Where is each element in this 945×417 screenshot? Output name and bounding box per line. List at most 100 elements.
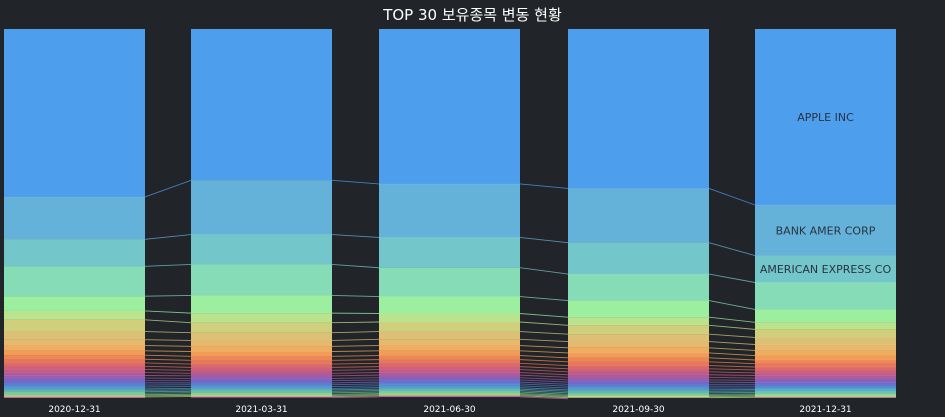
bar-segment[interactable] [4, 396, 145, 398]
bar-segment[interactable] [755, 29, 896, 206]
bar-segment[interactable] [191, 370, 332, 374]
bar-segment[interactable] [191, 391, 332, 393]
bar-segment[interactable] [379, 29, 520, 184]
bar-segment[interactable] [4, 331, 145, 340]
bar-segment[interactable] [755, 363, 896, 367]
bar-segment[interactable] [4, 355, 145, 360]
bar-segment[interactable] [4, 319, 145, 332]
bar-segment[interactable] [379, 395, 520, 397]
bar-segment[interactable] [568, 347, 709, 353]
bar-segment[interactable] [191, 332, 332, 341]
bar-segment[interactable] [755, 369, 896, 373]
bar-segment[interactable] [379, 389, 520, 391]
bar-segment[interactable] [568, 300, 709, 318]
bar-segment[interactable] [755, 350, 896, 356]
bar-segment[interactable] [191, 180, 332, 235]
bar-segment[interactable] [755, 388, 896, 390]
bar-segment[interactable] [755, 386, 896, 389]
bar-segment[interactable] [568, 365, 709, 369]
bar-segment[interactable] [755, 337, 896, 345]
bar-segment[interactable] [568, 325, 709, 335]
bar-segment[interactable] [568, 242, 709, 275]
bar-segment[interactable] [4, 359, 145, 363]
bar-segment[interactable] [568, 274, 709, 301]
bar-segment[interactable] [568, 386, 709, 389]
bar-segment[interactable] [191, 264, 332, 296]
bar-segment[interactable] [568, 379, 709, 383]
bar-segment[interactable] [4, 366, 145, 370]
bar-segment[interactable] [755, 359, 896, 364]
bar-segment[interactable] [4, 378, 145, 381]
bar-segment[interactable] [379, 387, 520, 390]
bar-segment[interactable] [4, 296, 145, 311]
bar-segment[interactable] [755, 375, 896, 379]
bar-segment[interactable] [379, 359, 520, 364]
bar-segment[interactable] [379, 390, 520, 393]
bar-segment[interactable] [379, 394, 520, 396]
bar-segment[interactable] [191, 351, 332, 357]
bar-segment[interactable] [191, 394, 332, 396]
bar-segment[interactable] [568, 388, 709, 390]
bar-segment[interactable] [379, 267, 520, 297]
bar-segment[interactable] [191, 375, 332, 379]
bar-segment[interactable] [4, 391, 145, 394]
bar-segment[interactable] [568, 361, 709, 366]
bar-segment[interactable] [568, 352, 709, 358]
bar-segment[interactable] [191, 295, 332, 314]
bar-segment[interactable] [568, 317, 709, 326]
bar-segment[interactable] [568, 357, 709, 362]
bar-segment[interactable] [191, 373, 332, 376]
bar-segment[interactable] [4, 394, 145, 396]
bar-segment[interactable] [379, 369, 520, 373]
bar-segment[interactable] [191, 392, 332, 395]
bar-segment[interactable] [568, 371, 709, 375]
bar-segment[interactable] [379, 363, 520, 367]
bar-segment[interactable] [379, 393, 520, 395]
bar-segment[interactable] [755, 205, 896, 256]
bar-segment[interactable] [568, 394, 709, 396]
bar-segment[interactable] [379, 237, 520, 268]
bar-segment[interactable] [755, 355, 896, 360]
bar-segment[interactable] [191, 378, 332, 381]
bar-segment[interactable] [755, 393, 896, 396]
bar-segment[interactable] [379, 350, 520, 356]
bar-segment[interactable] [191, 340, 332, 347]
bar-segment[interactable] [191, 389, 332, 392]
bar-segment[interactable] [568, 334, 709, 342]
bar-segment[interactable] [379, 383, 520, 386]
bar-segment[interactable] [379, 377, 520, 380]
bar-segment[interactable] [755, 384, 896, 387]
bar-segment[interactable] [568, 382, 709, 385]
bar-segment[interactable] [191, 367, 332, 371]
bar-segment[interactable] [568, 392, 709, 395]
bar-segment[interactable] [568, 377, 709, 380]
bar-segment[interactable] [191, 386, 332, 389]
bar-segment[interactable] [755, 378, 896, 381]
bar-segment[interactable] [191, 29, 332, 181]
bar-segment[interactable] [379, 385, 520, 388]
bar-segment[interactable] [191, 313, 332, 323]
bar-segment[interactable] [755, 396, 896, 398]
bar-segment[interactable] [4, 266, 145, 297]
bar-segment[interactable] [4, 345, 145, 351]
bar-segment[interactable] [568, 29, 709, 189]
bar-segment[interactable] [755, 372, 896, 376]
bar-segment[interactable] [568, 188, 709, 243]
bar-segment[interactable] [4, 339, 145, 346]
bar-segment[interactable] [4, 239, 145, 267]
bar-segment[interactable] [191, 364, 332, 368]
bar-segment[interactable] [379, 321, 520, 332]
bar-segment[interactable] [379, 355, 520, 360]
bar-segment[interactable] [4, 362, 145, 367]
bar-segment[interactable] [755, 380, 896, 383]
bar-segment[interactable] [191, 388, 332, 390]
bar-segment[interactable] [568, 396, 709, 398]
bar-segment[interactable] [755, 392, 896, 394]
bar-segment[interactable] [4, 380, 145, 383]
bar-segment[interactable] [755, 282, 896, 310]
bar-segment[interactable] [191, 384, 332, 387]
bar-segment[interactable] [191, 234, 332, 265]
bar-segment[interactable] [568, 384, 709, 387]
bar-segment[interactable] [568, 341, 709, 348]
bar-segment[interactable] [755, 367, 896, 370]
